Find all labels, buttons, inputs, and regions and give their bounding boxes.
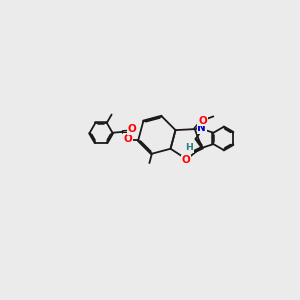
Text: O: O (182, 155, 190, 165)
Text: O: O (124, 134, 133, 144)
Text: H: H (186, 143, 194, 152)
Text: O: O (128, 124, 136, 134)
Text: O: O (199, 116, 208, 126)
Text: N: N (197, 124, 206, 134)
